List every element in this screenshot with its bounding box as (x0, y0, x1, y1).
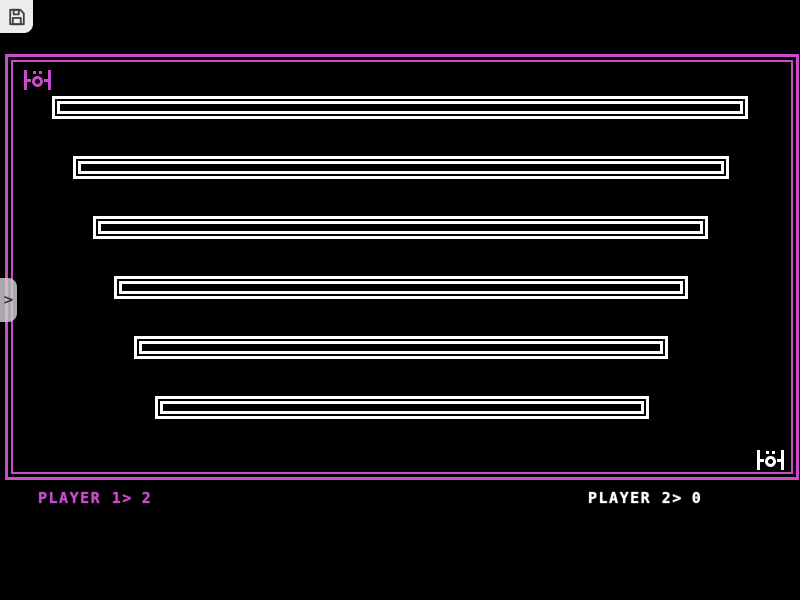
ship-cockpit (765, 456, 776, 467)
ship-dot (766, 451, 769, 454)
wall-bar-inner (78, 161, 724, 174)
save-button[interactable] (0, 0, 33, 33)
wall-bar-inner (139, 341, 663, 354)
floppy-disk-icon (8, 8, 25, 25)
ship-dot (772, 451, 775, 454)
wall-bar-inner (57, 101, 743, 114)
wall-bar (73, 156, 729, 179)
wall-bar (155, 396, 649, 419)
player2-score-label: PLAYER 2> (588, 489, 683, 507)
player1-score-label: PLAYER 1> (38, 489, 133, 507)
player2-ship (757, 450, 784, 470)
wall-bar (134, 336, 668, 359)
ship-left-strut (760, 459, 764, 462)
sidebar-toggle-button[interactable]: > (0, 278, 17, 322)
wall-bar-inner (98, 221, 703, 234)
ship-left-strut (27, 79, 31, 82)
player1-ship (24, 70, 51, 90)
wall-bar (52, 96, 748, 119)
player1-score-value: 2 (141, 489, 153, 507)
ship-left-wing (757, 450, 760, 470)
wall-bar-inner (119, 281, 683, 294)
playfield-border-outer (5, 54, 799, 480)
wall-bar (93, 216, 708, 239)
ship-right-wing (781, 450, 784, 470)
wall-bar (114, 276, 688, 299)
ship-right-strut (777, 459, 781, 462)
chevron-right-icon: > (3, 292, 14, 308)
ship-left-wing (24, 70, 27, 90)
player1-score-display: PLAYER 1> 2 (38, 489, 152, 507)
playfield-border-inner (11, 60, 793, 474)
player2-score-value: 0 (691, 489, 703, 507)
ship-dot (39, 71, 42, 74)
ship-right-wing (48, 70, 51, 90)
ship-cockpit (32, 76, 43, 87)
ship-dot (33, 71, 36, 74)
player2-score-display: PLAYER 2> 0 (588, 489, 702, 507)
ship-right-strut (44, 79, 48, 82)
wall-bar-inner (160, 401, 644, 414)
